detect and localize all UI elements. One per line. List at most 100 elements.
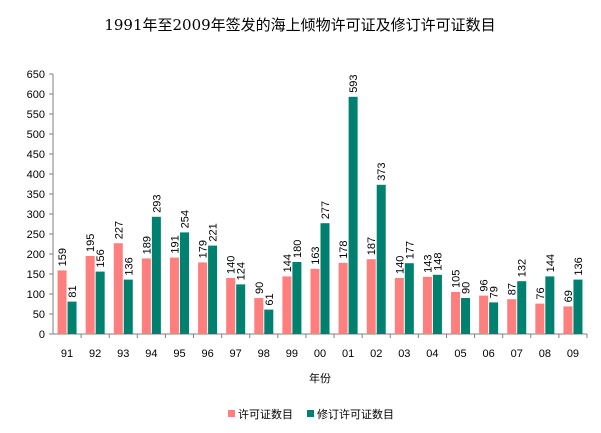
bar-permits [535,303,545,334]
y-tick-label: 400 [27,169,45,181]
data-label: 163 [310,246,322,264]
bar-revised-permits [151,216,161,334]
bar-permits [422,276,432,334]
data-label: 156 [95,249,107,267]
bar-permits [451,292,461,334]
x-tick-label: 09 [567,348,579,360]
data-label: 96 [479,279,491,291]
y-tick-label: 550 [27,109,45,121]
data-label: 178 [338,240,350,258]
bar-permits [338,262,348,334]
bar-permits [85,256,95,334]
data-label: 136 [123,257,135,275]
data-label: 144 [545,254,557,272]
data-label: 144 [282,254,294,272]
bar-permits [141,258,151,334]
x-tick-label: 01 [342,348,354,360]
x-tick-label: 99 [286,348,298,360]
data-label: 136 [573,257,585,275]
x-tick-label: 07 [511,348,523,360]
data-label: 189 [141,236,153,254]
y-tick-label: 300 [27,209,45,221]
data-label: 221 [208,223,220,241]
bar-permits [57,270,67,334]
data-label: 69 [563,290,575,302]
data-label: 254 [179,210,191,228]
bar-permits [226,278,236,334]
bar-permits [254,298,264,334]
legend-swatch [228,410,235,417]
data-label: 148 [432,252,444,270]
bar-revised-permits [95,271,105,334]
bar-permits [394,278,404,334]
data-label: 79 [489,286,501,298]
bar-revised-permits [208,245,218,334]
bar-permits [563,306,573,334]
data-label: 177 [404,241,416,259]
bar-revised-permits [489,302,499,334]
x-tick-label: 02 [370,348,382,360]
x-tick-label: 96 [201,348,213,360]
data-label: 277 [320,201,332,219]
data-label: 143 [422,254,434,272]
y-tick-label: 0 [39,329,45,341]
x-tick-label: 05 [454,348,466,360]
data-label: 76 [535,287,547,299]
legend-swatch [307,410,314,417]
x-tick-label: 91 [61,348,73,360]
x-tick-label: 98 [258,348,270,360]
data-label: 159 [57,248,69,266]
bar-revised-permits [461,298,471,334]
bar-revised-permits [264,309,274,334]
bar-revised-permits [432,274,442,334]
data-label: 191 [169,235,181,253]
bar-permits [366,259,376,334]
data-label: 195 [85,234,97,252]
x-tick-label: 97 [230,348,242,360]
data-label: 140 [226,256,238,274]
y-tick-label: 650 [27,69,45,81]
bar-revised-permits [179,232,189,334]
data-label: 61 [264,293,276,305]
bar-revised-permits [123,279,133,334]
data-label: 593 [348,74,360,92]
x-axis-title: 年份 [309,371,331,385]
x-tick-label: 08 [539,348,551,360]
data-label: 293 [151,194,163,212]
bar-revised-permits [517,281,527,334]
data-label: 87 [507,283,519,295]
data-label: 90 [254,282,266,294]
bar-revised-permits [348,96,358,334]
y-tick-label: 50 [33,309,45,321]
data-label: 132 [517,259,529,277]
data-label: 180 [292,240,304,258]
y-tick-label: 200 [27,249,45,261]
legend-label: 许可证数目 [238,408,293,421]
bar-permits [507,299,517,334]
chart-title: 1991年至2009年签发的海上倾物许可证及修订许可证数目 [104,16,495,34]
x-tick-label: 00 [314,348,326,360]
bar-revised-permits [545,276,555,334]
data-label: 90 [461,282,473,294]
y-tick-label: 350 [27,189,45,201]
y-tick-label: 150 [27,269,45,281]
data-label: 105 [451,270,463,288]
data-label: 227 [113,221,125,239]
bar-permits [113,243,123,334]
legend-label: 修订许可证数目 [317,407,394,421]
bar-permits [198,262,208,334]
x-tick-label: 04 [426,348,438,360]
bar-revised-permits [292,262,302,334]
data-label: 124 [236,262,248,280]
bar-permits [479,295,489,334]
bar-revised-permits [404,263,414,334]
data-label: 187 [366,237,378,255]
bar-permits [310,268,320,334]
x-tick-label: 94 [145,348,157,360]
y-tick-label: 500 [27,129,45,141]
data-label: 373 [376,162,388,180]
y-tick-label: 600 [27,89,45,101]
x-tick-label: 03 [398,348,410,360]
x-tick-label: 92 [89,348,101,360]
